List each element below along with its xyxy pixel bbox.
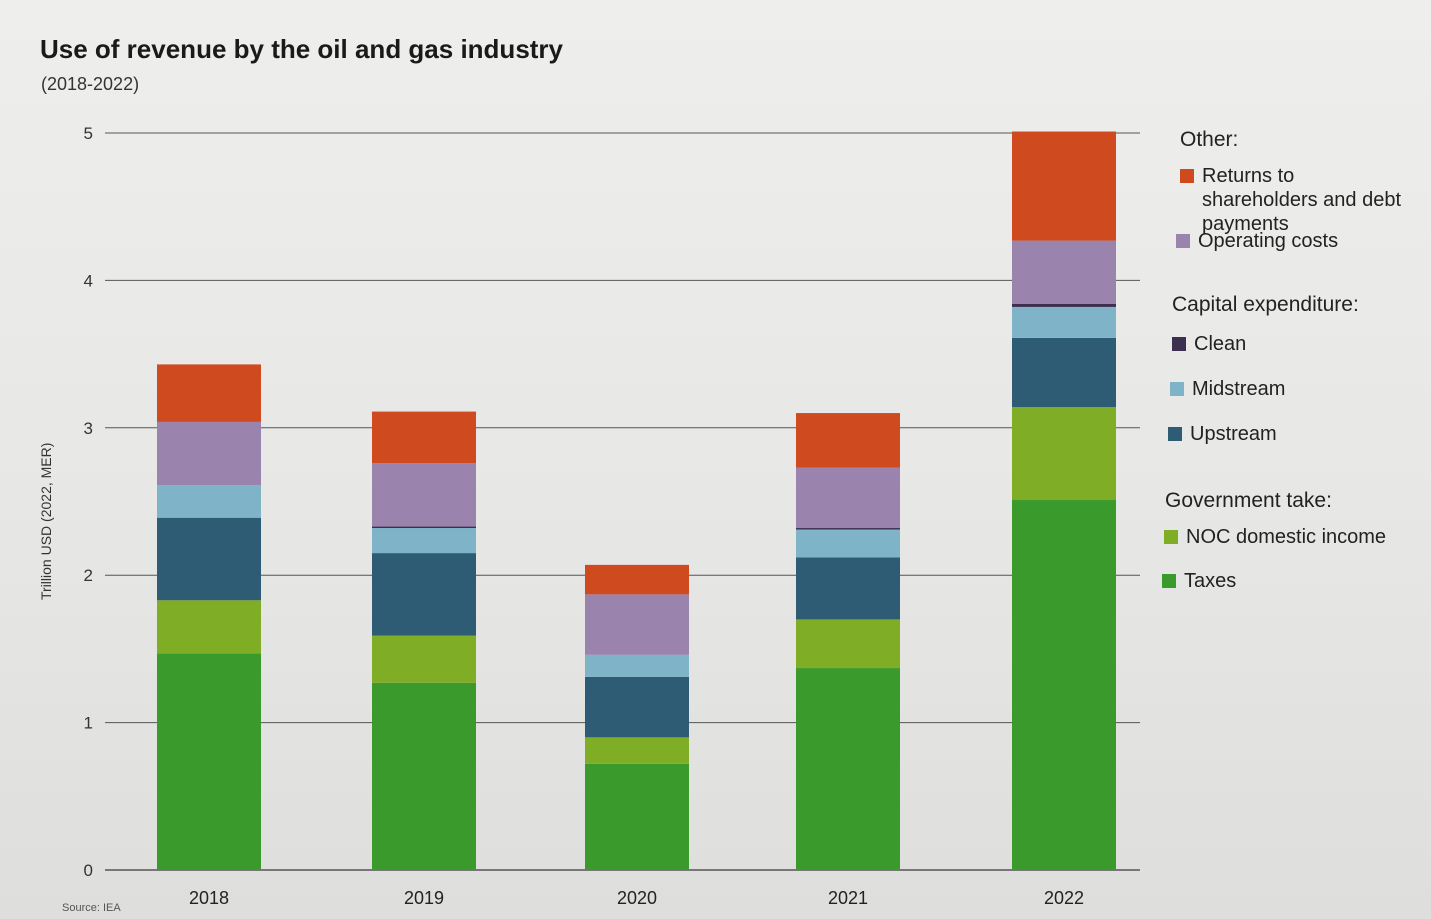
- x-tick-label-2019: 2019: [404, 888, 444, 908]
- legend-item-noc: NOC domestic income: [1164, 525, 1386, 549]
- bar-2019-midstream: [372, 528, 476, 554]
- bar-2021-returns-to-shareholders-and-debt-payments: [796, 413, 900, 468]
- bar-2019-returns-to-shareholders-and-debt-payments: [372, 411, 476, 464]
- bar-2022-returns-to-shareholders-and-debt-payments: [1012, 131, 1116, 241]
- legend-swatch-noc: [1164, 530, 1178, 544]
- legend-item-taxes: Taxes: [1162, 569, 1236, 593]
- bar-2022-noc-domestic-income: [1012, 407, 1116, 501]
- bar-2019-taxes: [372, 682, 476, 870]
- bar-2018-taxes: [157, 653, 261, 870]
- source-note: Source: IEA: [62, 902, 121, 914]
- legend-swatch-clean: [1172, 337, 1186, 351]
- bar-2019-upstream: [372, 553, 476, 636]
- legend-swatch-taxes: [1162, 574, 1176, 588]
- y-axis-label: Trillion USD (2022, MER): [38, 442, 54, 600]
- bar-2021-midstream: [796, 529, 900, 558]
- y-tick-label-2: 2: [84, 566, 93, 585]
- bar-2020-upstream: [585, 676, 689, 738]
- bar-2021-operating-costs: [796, 467, 900, 529]
- chart-title: Use of revenue by the oil and gas indust…: [40, 34, 564, 64]
- x-tick-label-2020: 2020: [617, 888, 657, 908]
- legend-item-returns: Returns to shareholders and debt payment…: [1180, 164, 1420, 236]
- bar-2019-clean: [372, 526, 476, 529]
- bar-2019-noc-domestic-income: [372, 635, 476, 683]
- bar-2018-upstream: [157, 517, 261, 601]
- legend-group-capex: Capital expenditure:: [1172, 293, 1359, 316]
- legend-group-government: Government take:: [1165, 489, 1332, 512]
- chart-subtitle: (2018-2022): [41, 74, 140, 94]
- y-tick-label-1: 1: [84, 714, 93, 733]
- bar-2022-operating-costs: [1012, 240, 1116, 304]
- legend-item-midstream: Midstream: [1170, 377, 1285, 401]
- legend-label-midstream: Midstream: [1192, 378, 1286, 400]
- bar-2018-returns-to-shareholders-and-debt-payments: [157, 364, 261, 422]
- bar-2021-clean: [796, 528, 900, 530]
- legend-label-clean: Clean: [1194, 333, 1247, 355]
- x-tick-label-2021: 2021: [828, 888, 868, 908]
- legend-item-clean: Clean: [1172, 332, 1246, 356]
- bar-2021-noc-domestic-income: [796, 619, 900, 669]
- bar-2020-midstream: [585, 654, 689, 677]
- bar-2022-midstream: [1012, 306, 1116, 338]
- bar-2020-taxes: [585, 763, 689, 870]
- legend-label-operating-costs: Operating costs: [1198, 230, 1339, 252]
- bar-2018-operating-costs: [157, 421, 261, 486]
- bar-2022-clean: [1012, 303, 1116, 307]
- x-tick-label-2022: 2022: [1044, 888, 1084, 908]
- legend-label-upstream: Upstream: [1190, 423, 1277, 445]
- legend-label-taxes: Taxes: [1184, 570, 1237, 592]
- bar-2020-returns-to-shareholders-and-debt-payments: [585, 564, 689, 595]
- legend-item-operating-costs: Operating costs: [1176, 229, 1338, 253]
- bar-2018-midstream: [157, 485, 261, 518]
- legend-item-upstream: Upstream: [1168, 422, 1277, 446]
- y-tick-label-5: 5: [84, 124, 93, 143]
- bar-2020-noc-domestic-income: [585, 737, 689, 764]
- y-tick-label-3: 3: [84, 419, 93, 438]
- legend-swatch-upstream: [1168, 427, 1182, 441]
- x-tick-label-2018: 2018: [189, 888, 229, 908]
- y-tick-label-4: 4: [84, 271, 93, 290]
- legend-swatch-operating-costs: [1176, 234, 1190, 248]
- y-tick-label-0: 0: [84, 861, 93, 880]
- legend-swatch-returns: [1180, 169, 1194, 183]
- bar-2021-upstream: [796, 557, 900, 620]
- bar-2021-taxes: [796, 668, 900, 870]
- bar-2022-taxes: [1012, 500, 1116, 870]
- bar-2020-operating-costs: [585, 594, 689, 655]
- bar-2019-operating-costs: [372, 463, 476, 527]
- bar-2022-upstream: [1012, 337, 1116, 408]
- legend-swatch-midstream: [1170, 382, 1184, 396]
- legend-group-other: Other:: [1180, 128, 1239, 151]
- legend-label-noc: NOC domestic income: [1186, 526, 1387, 548]
- bar-2018-noc-domestic-income: [157, 600, 261, 654]
- legend-label-returns: Returns to shareholders and debt payment…: [1202, 165, 1402, 235]
